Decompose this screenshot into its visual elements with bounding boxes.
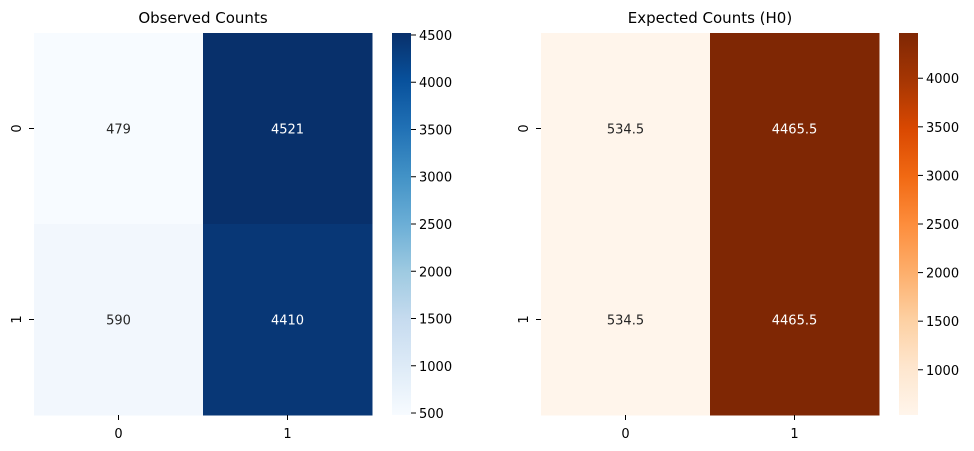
observed-colorbar-tick-label-6: 3500 (419, 123, 452, 138)
observed-cells: 479 4521 590 4410 (34, 33, 373, 416)
observed-y-tick-label-1: 1 (10, 315, 25, 323)
observed-cell-r0-c0 (34, 33, 204, 225)
observed-colorbar-tick-label-5: 3000 (419, 171, 452, 186)
expected-colorbar-tick-label-0: 1000 (926, 364, 959, 379)
observed-cell-r0-c1 (203, 33, 373, 225)
expected-colorbar: 1000 1500 2000 2500 3000 3500 4000 (899, 33, 959, 415)
expected-chart-title: Expected Counts (H0) (628, 9, 792, 27)
expected-cell-r1-c0 (541, 224, 711, 416)
observed-colorbar-tick-label-0: 500 (419, 407, 444, 422)
expected-x-tick-label-1: 1 (790, 427, 798, 442)
observed-colorbar-tick-label-7: 4000 (419, 76, 452, 91)
observed-colorbar-gradient (392, 33, 411, 415)
expected-heatmap-panel: Expected Counts (H0) 534.5 4465.5 534.5 446… (517, 9, 959, 442)
expected-cell-r1-c1 (710, 224, 880, 416)
observed-colorbar: 500 1000 1500 2000 2500 3000 3500 4000 4500 (392, 29, 452, 422)
expected-cells: 534.5 4465.5 534.5 4465.5 (541, 33, 880, 416)
observed-cell-label-r0-c0: 479 (106, 123, 131, 138)
expected-colorbar-gradient (899, 33, 918, 415)
expected-colorbar-tick-label-6: 4000 (926, 72, 959, 87)
observed-cell-label-r0-c1: 4521 (271, 123, 304, 138)
expected-y-axis: 01 (517, 124, 541, 324)
expected-cell-label-r0-c0: 534.5 (607, 123, 644, 138)
expected-cell-r0-c0 (541, 33, 711, 225)
expected-colorbar-tick-label-3: 2500 (926, 218, 959, 233)
expected-cell-label-r1-c0: 534.5 (607, 314, 644, 329)
expected-cell-r0-c1 (710, 33, 880, 225)
expected-colorbar-tick-label-5: 3500 (926, 121, 959, 136)
observed-colorbar-tick-label-8: 4500 (419, 29, 452, 44)
observed-x-tick-label-1: 1 (283, 427, 291, 442)
observed-colorbar-tick-label-1: 1000 (419, 360, 452, 375)
observed-cell-label-r1-c1: 4410 (271, 314, 304, 329)
expected-colorbar-tick-label-1: 1500 (926, 315, 959, 330)
expected-y-tick-label-0: 0 (517, 124, 532, 132)
expected-x-tick-label-0: 0 (621, 427, 629, 442)
observed-y-tick-label-0: 0 (10, 124, 25, 132)
observed-y-axis: 01 (10, 124, 34, 324)
observed-colorbar-tick-label-3: 2000 (419, 265, 452, 280)
expected-cell-label-r0-c1: 4465.5 (772, 123, 818, 138)
expected-y-tick-label-1: 1 (517, 315, 532, 323)
expected-colorbar-tick-label-2: 2000 (926, 267, 959, 282)
observed-x-tick-label-0: 0 (114, 427, 122, 442)
expected-cell-label-r1-c1: 4465.5 (772, 314, 818, 329)
expected-colorbar-tick-label-4: 3000 (926, 169, 959, 184)
observed-colorbar-tick-label-2: 1500 (419, 313, 452, 328)
observed-cell-label-r1-c0: 590 (106, 314, 131, 329)
observed-colorbar-tick-label-4: 2500 (419, 218, 452, 233)
observed-chart-title: Observed Counts (138, 9, 267, 27)
observed-cell-r1-c0 (34, 224, 204, 416)
observed-cell-r1-c1 (203, 224, 373, 416)
